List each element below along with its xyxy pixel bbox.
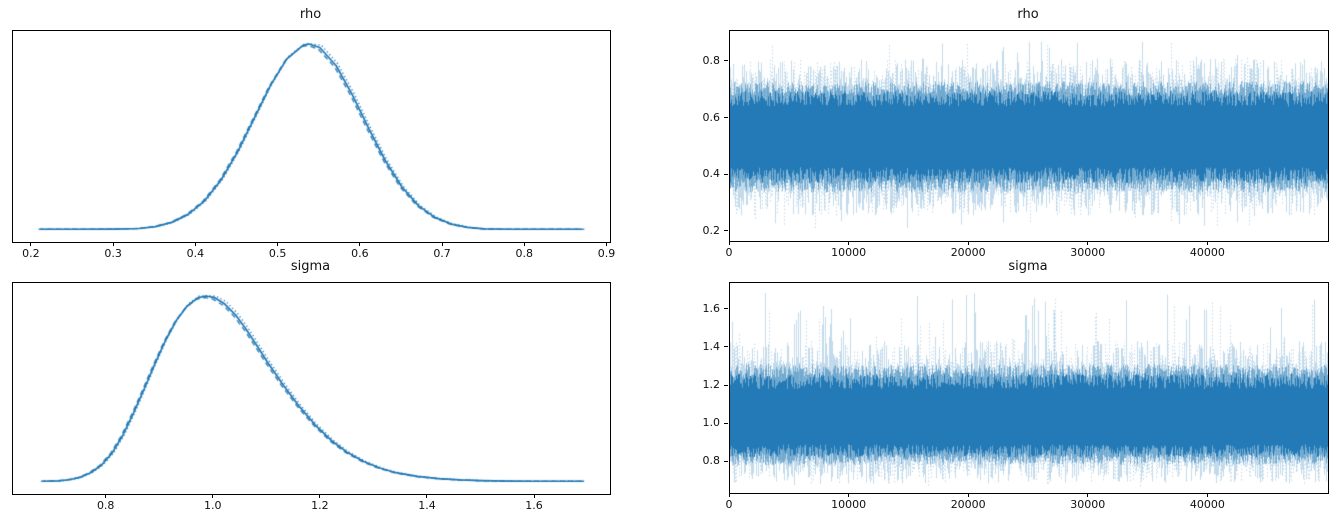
- x-tick: [967, 493, 969, 497]
- x-tick: [1206, 493, 1208, 497]
- x-tick: [728, 493, 730, 497]
- y-tick-label: 1.4: [702, 339, 721, 353]
- x-tick-label: 40000: [1189, 498, 1225, 511]
- sigma-trace-plot-area: [729, 282, 1329, 494]
- x-tick-label: 1.4: [418, 499, 436, 512]
- x-tick: [1206, 241, 1208, 245]
- y-tick: [724, 422, 728, 424]
- rho-trace-plot-area: [729, 30, 1329, 242]
- sigma-density-plot-area: [12, 282, 611, 495]
- y-tick-label: 0.4: [702, 167, 721, 181]
- x-tick: [848, 241, 850, 245]
- x-tick: [359, 242, 361, 246]
- x-tick-label: 0.7: [433, 247, 451, 260]
- x-tick: [30, 242, 32, 246]
- panel-title-rho-density: rho: [299, 7, 322, 22]
- rho-density-plot-area: [12, 30, 611, 243]
- x-tick-label: 1.0: [204, 499, 222, 512]
- x-tick-label: 0.6: [351, 247, 369, 260]
- y-tick: [724, 460, 728, 462]
- x-tick-label: 0.9: [597, 247, 616, 260]
- sigma-trace-canvas: [730, 283, 1328, 493]
- x-tick-label: 30000: [1070, 498, 1106, 511]
- panel-title-sigma-trace: sigma: [1008, 259, 1048, 274]
- y-tick: [724, 60, 728, 62]
- x-tick: [606, 242, 608, 246]
- x-tick-label: 20000: [950, 246, 986, 259]
- x-tick: [319, 494, 321, 498]
- y-tick-label: 1.2: [702, 378, 721, 392]
- x-tick: [441, 242, 443, 246]
- y-tick-label: 1.6: [702, 301, 721, 315]
- x-tick-label: 0.3: [104, 247, 122, 260]
- x-tick: [728, 241, 730, 245]
- x-tick: [194, 242, 196, 246]
- x-tick-label: 1.6: [525, 499, 543, 512]
- x-tick: [1087, 493, 1089, 497]
- x-tick: [848, 493, 850, 497]
- x-tick-label: 0.5: [268, 247, 287, 260]
- x-tick-label: 1.2: [311, 499, 329, 512]
- x-tick-label: 0.4: [186, 247, 205, 260]
- x-tick-label: 30000: [1070, 246, 1106, 259]
- y-tick: [724, 308, 728, 310]
- x-tick: [426, 494, 428, 498]
- y-tick-label: 0.8: [702, 454, 721, 468]
- x-tick-label: 10000: [831, 498, 867, 511]
- y-tick-label: 0.6: [702, 110, 721, 124]
- y-tick: [724, 230, 728, 232]
- x-tick: [533, 494, 535, 498]
- y-tick: [724, 173, 728, 175]
- x-tick: [112, 242, 114, 246]
- panel-title-sigma-density: sigma: [290, 259, 331, 274]
- x-tick: [523, 242, 525, 246]
- x-tick-label: 0.2: [22, 247, 40, 260]
- x-tick-label: 0: [725, 498, 733, 511]
- x-tick-label: 40000: [1189, 246, 1225, 259]
- x-tick-label: 0.8: [515, 247, 534, 260]
- x-tick-label: 0: [725, 246, 733, 259]
- x-tick: [1087, 241, 1089, 245]
- y-tick-label: 0.2: [702, 223, 721, 237]
- x-tick-label: 0.8: [96, 499, 115, 512]
- rho-trace-canvas: [730, 31, 1328, 241]
- x-tick-label: 20000: [950, 498, 986, 511]
- y-tick-label: 1.0: [702, 416, 721, 430]
- x-tick-label: 10000: [831, 246, 867, 259]
- rho-density-canvas: [13, 31, 610, 242]
- y-tick: [724, 384, 728, 386]
- x-tick: [105, 494, 107, 498]
- x-tick: [277, 242, 279, 246]
- y-tick: [724, 117, 728, 119]
- y-tick-label: 0.8: [702, 53, 721, 67]
- x-tick: [212, 494, 214, 498]
- y-tick: [724, 346, 728, 348]
- sigma-density-canvas: [13, 283, 610, 494]
- x-tick: [967, 241, 969, 245]
- panel-title-rho-trace: rho: [1017, 7, 1039, 22]
